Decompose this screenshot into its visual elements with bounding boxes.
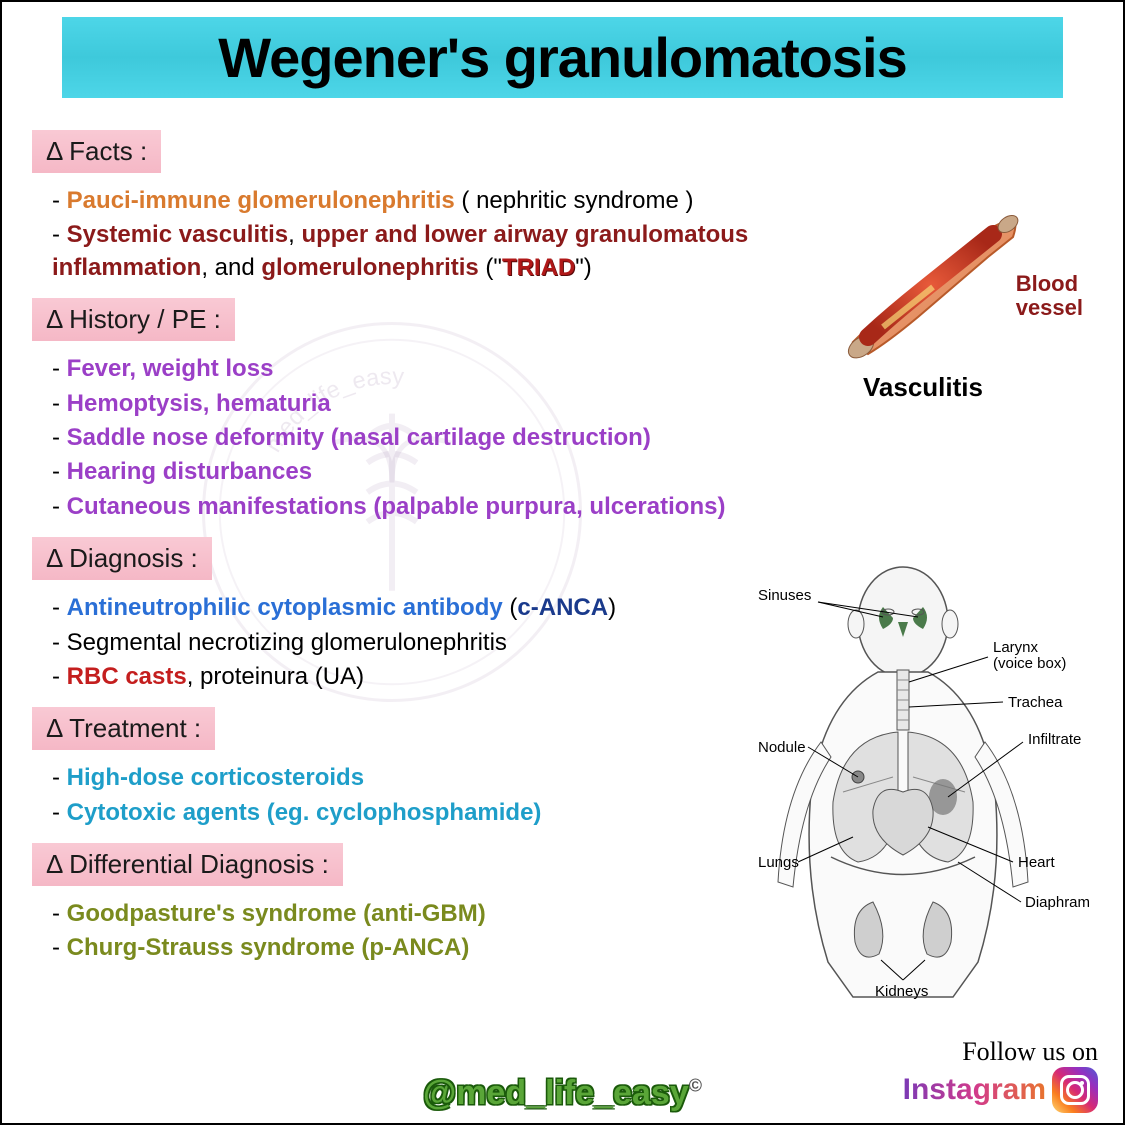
facts-item-1: - Pauci-immune glomerulonephritis ( neph… — [52, 185, 852, 217]
instagram-icon[interactable] — [1052, 1067, 1098, 1113]
section-header-differential: Δ Differential Diagnosis : — [32, 843, 343, 886]
blood-vessel-label: Blood vessel — [1016, 272, 1083, 320]
facts-list: - Pauci-immune glomerulonephritis ( neph… — [32, 185, 852, 284]
section-header-history: Δ History / PE : — [32, 298, 235, 341]
label-sinuses: Sinuses — [758, 587, 811, 604]
follow-text: Follow us on — [903, 1037, 1098, 1067]
label-trachea: Trachea — [1008, 694, 1063, 711]
page-title: Wegener's granulomatosis — [82, 25, 1043, 90]
section-header-treatment: Δ Treatment : — [32, 707, 215, 750]
footer-handle: @med_life_easy — [423, 1074, 689, 1112]
label-larynx-sub: (voice box) — [993, 655, 1066, 672]
section-header-facts: Δ Facts : — [32, 130, 161, 173]
facts-item-2: - Systemic vasculitis, upper and lower a… — [52, 219, 852, 284]
history-item: - Hearing disturbances — [52, 456, 1093, 488]
follow-block: Follow us on Instagram — [903, 1037, 1098, 1113]
label-kidneys: Kidneys — [875, 983, 928, 1000]
vessel-illustration: Blood vessel Vasculitis — [753, 202, 1093, 423]
label-infiltrate: Infiltrate — [1028, 731, 1081, 748]
history-item: - Cutaneous manifestations (palpable pur… — [52, 491, 1093, 523]
history-item: - Saddle nose deformity (nasal cartilage… — [52, 422, 1093, 454]
label-lungs: Lungs — [758, 854, 799, 871]
label-heart: Heart — [1018, 854, 1056, 871]
page-title-bar: Wegener's granulomatosis — [62, 17, 1063, 98]
label-diaphram: Diaphram — [1025, 894, 1090, 911]
instagram-text: Instagram — [903, 1073, 1046, 1107]
anatomy-diagram: Sinuses Larynx (voice box) Nodule Trache… — [703, 562, 1103, 1002]
diagnosis-item-2: - Segmental necrotizing glomerulonephrit… — [52, 627, 682, 659]
diagnosis-item-1: - Antineutrophilic cytoplasmic antibody … — [52, 592, 682, 624]
section-header-diagnosis: Δ Diagnosis : — [32, 537, 212, 580]
copyright-mark: © — [689, 1076, 702, 1096]
label-larynx: Larynx — [993, 639, 1039, 656]
label-nodule: Nodule — [758, 739, 806, 756]
diagnosis-item-3: - RBC casts, proteinura (UA) — [52, 661, 682, 693]
diagnosis-list: - Antineutrophilic cytoplasmic antibody … — [32, 592, 682, 693]
vasculitis-caption: Vasculitis — [753, 372, 1093, 403]
